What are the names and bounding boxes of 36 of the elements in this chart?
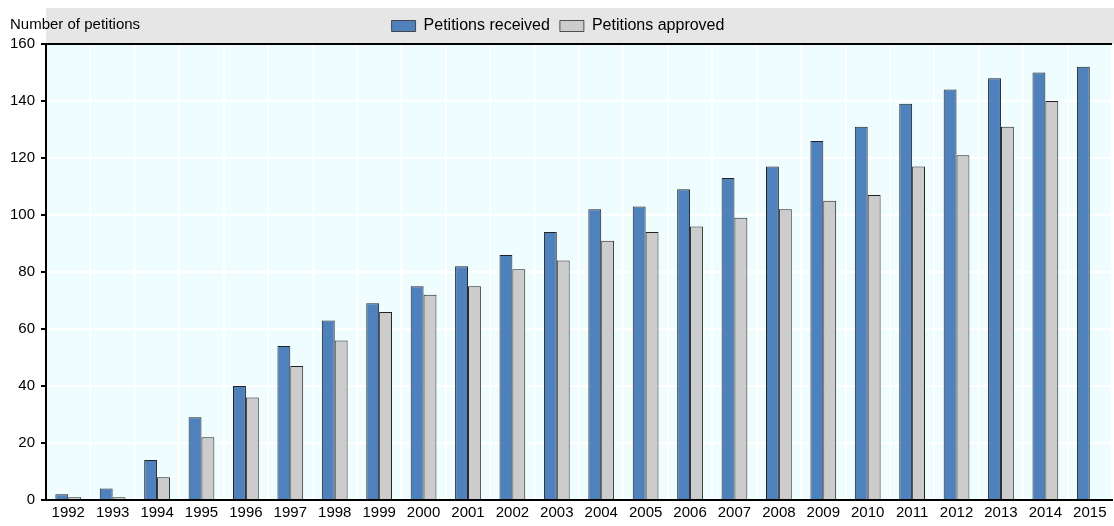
- y-tick-label: 0: [26, 490, 36, 508]
- x-tick-label: 2008: [762, 503, 796, 521]
- x-tick-label: 2015: [1073, 503, 1107, 521]
- x-tick-label: 2006: [673, 503, 707, 521]
- y-tick-label: 40: [18, 376, 36, 394]
- x-tick-label: 1997: [273, 503, 307, 521]
- x-tick-label: 2003: [540, 503, 574, 521]
- y-axis-title: Number of petitions: [10, 14, 141, 32]
- y-tick-label: 120: [10, 148, 36, 166]
- x-tick-label: 2014: [1028, 503, 1063, 521]
- legend-label: Petitions received: [423, 16, 550, 34]
- x-tick-label: 1993: [95, 503, 130, 521]
- y-tick-label: 20: [18, 433, 36, 451]
- x-tick-label: 2004: [584, 503, 618, 521]
- y-tick-label: 80: [18, 262, 36, 280]
- x-tick-label: 2010: [851, 503, 885, 521]
- y-tick-label: 60: [18, 319, 36, 337]
- x-tick-label: 1999: [362, 503, 396, 521]
- x-tick-label: 2013: [984, 503, 1018, 521]
- x-tick-label: 2007: [717, 503, 752, 521]
- x-tick-label: 2001: [451, 503, 485, 521]
- x-tick-label: 2012: [939, 503, 974, 521]
- x-tick-label: 1998: [318, 503, 352, 521]
- x-tick-label: 2011: [896, 503, 929, 521]
- x-tick-label: 2005: [628, 503, 663, 521]
- x-tick-label: 1996: [229, 503, 263, 521]
- y-tick-label: 100: [10, 205, 36, 223]
- x-tick-label: 1995: [184, 503, 219, 521]
- legend-label: Petitions approved: [591, 16, 725, 34]
- x-tick-label: 2000: [406, 503, 441, 521]
- y-tick-label: 140: [10, 91, 36, 109]
- x-tick-label: 1994: [140, 503, 174, 521]
- y-tick-label: 160: [10, 34, 36, 52]
- x-tick-label: 2009: [806, 503, 840, 521]
- x-tick-label: 1992: [51, 503, 85, 521]
- x-tick-label: 2002: [495, 503, 530, 521]
